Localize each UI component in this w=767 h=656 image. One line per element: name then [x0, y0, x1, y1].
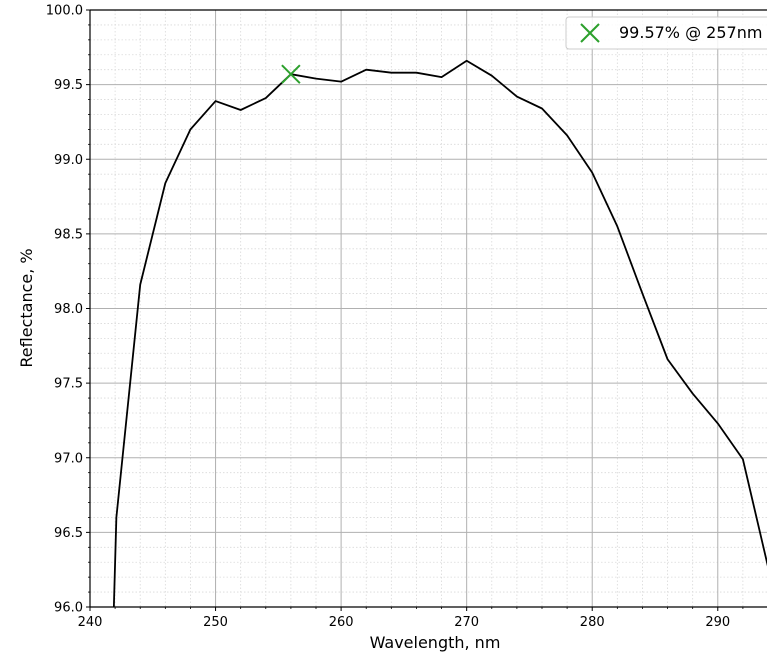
y-tick-label: 97.0 — [54, 451, 83, 466]
x-tick-label: 290 — [705, 615, 730, 630]
y-tick-label: 97.5 — [54, 377, 83, 392]
x-tick-label: 260 — [329, 615, 354, 630]
y-tick-label: 99.0 — [54, 153, 83, 168]
x-tick-label: 280 — [580, 615, 605, 630]
x-tick-label: 270 — [454, 615, 479, 630]
legend-marker-x-icon — [580, 23, 600, 43]
y-tick-label: 99.5 — [54, 78, 83, 93]
marker-layer — [281, 64, 301, 84]
x-tick-label: 250 — [203, 615, 228, 630]
y-axis-title: Reflectance, % — [17, 248, 36, 367]
tick-labels: 240 250 260 270 280 290 96.0 96.5 97.0 97.5 98.0 98… — [46, 4, 730, 631]
peak-marker-stroke — [281, 64, 301, 84]
legend: 99.57% @ 257nm — [565, 16, 767, 50]
y-tick-label: 98.0 — [54, 302, 83, 317]
reflectance-series-line — [112, 59, 767, 607]
x-axis-title: Wavelength, nm — [370, 633, 501, 652]
y-tick-label: 96.5 — [54, 526, 83, 541]
y-tick-label: 96.0 — [54, 601, 83, 616]
x-tick-label: 240 — [78, 615, 103, 630]
legend-label: 99.57% @ 257nm — [619, 23, 762, 42]
tick-marks — [86, 9, 744, 611]
legend-marker-stroke — [580, 23, 600, 43]
y-tick-label: 98.5 — [54, 227, 83, 242]
series-layer — [112, 59, 767, 607]
peak-marker — [281, 64, 301, 84]
y-tick-label: 100.0 — [46, 4, 83, 19]
legend-box — [565, 16, 767, 50]
